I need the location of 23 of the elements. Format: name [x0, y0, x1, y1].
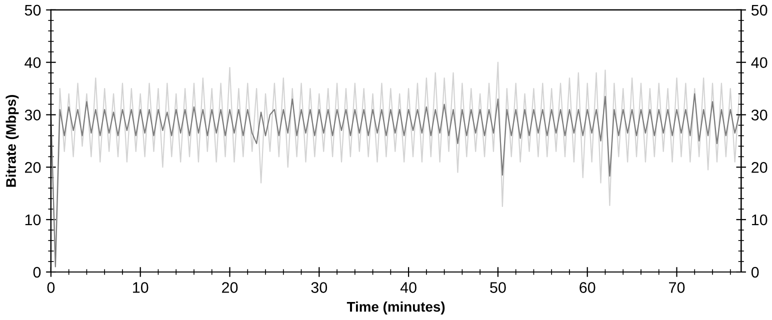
y2-tick-label: 50 — [751, 4, 768, 16]
y-tick-label: 0 — [33, 266, 41, 278]
y2-tick-label: 40 — [751, 57, 768, 68]
y2-tick-label: 30 — [751, 110, 768, 120]
x-axis-title: Time (minutes) — [346, 302, 445, 314]
y2-tick-label: 0 — [751, 266, 759, 278]
y-tick-label: 40 — [24, 57, 41, 68]
y-tick-label: 30 — [24, 110, 41, 120]
y-tick-label: 20 — [25, 162, 41, 173]
x-tick-label: 50 — [490, 282, 506, 293]
x-tick-label: 30 — [311, 282, 328, 293]
x-tick-label: 40 — [400, 282, 416, 293]
y-tick-label: 50 — [24, 4, 41, 16]
x-tick-label: 20 — [222, 282, 238, 293]
x-tick-label: 0 — [47, 282, 55, 293]
y-tick-label: 10 — [25, 214, 41, 226]
x-tick-label: 10 — [133, 282, 148, 293]
line-series — [50, 93, 740, 268]
y2-tick-label: 10 — [752, 214, 768, 226]
x-tick-label: 60 — [580, 282, 596, 293]
y2-tick-label: 20 — [752, 162, 768, 173]
y-axis-title: Bitrate (Mbps) — [6, 94, 19, 187]
x-tick-label: 70 — [669, 282, 685, 293]
